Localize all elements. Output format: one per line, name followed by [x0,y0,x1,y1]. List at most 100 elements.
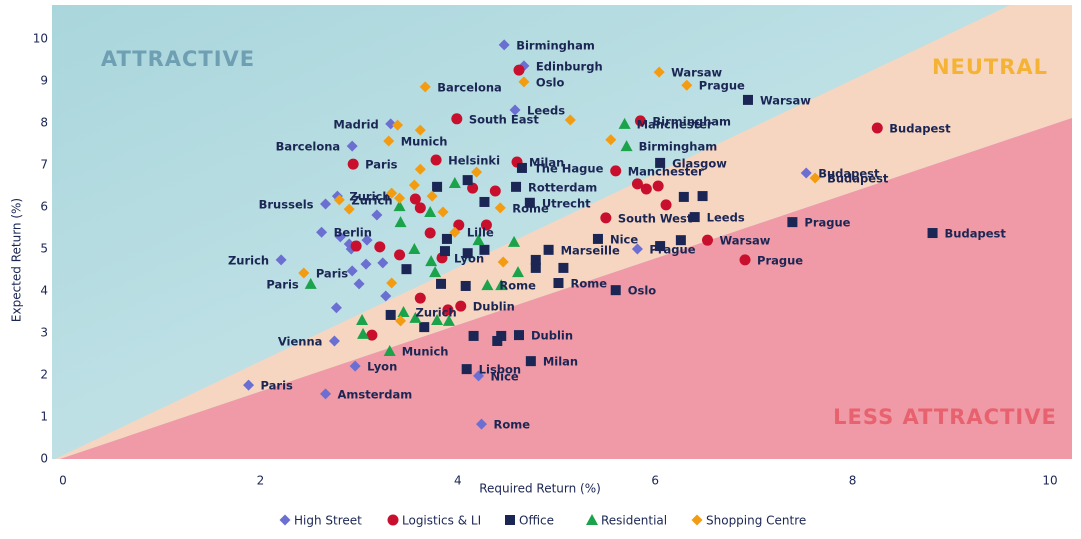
series [304,117,633,357]
point [472,234,485,246]
point [394,249,406,261]
point [383,135,395,147]
point-label: Birmingham [516,38,595,52]
point [424,227,436,239]
point [419,81,431,93]
legend-label: Office [519,514,554,528]
point [468,330,479,341]
point-label: Prague [804,216,850,230]
point [346,265,358,277]
point [439,246,450,257]
zone-label: NEUTRAL [932,55,1048,79]
point-label: Berlin [334,226,372,240]
point [330,302,342,314]
point-label: Milan [529,156,564,170]
point [675,235,686,246]
point-label: Zurich [349,190,390,204]
point [653,66,665,78]
point [377,257,389,269]
y-tick-label: 3 [40,326,48,340]
point [431,313,444,325]
point [809,172,821,184]
point [634,115,646,127]
point [543,244,554,255]
point-label: Lisbon [479,363,521,377]
point [462,248,473,259]
x-tick-label: 10 [1042,474,1057,488]
point [394,192,406,204]
point [475,418,487,430]
point [558,262,569,273]
point [371,209,383,221]
point [374,241,386,253]
point [479,196,490,207]
point [461,364,472,375]
point [243,379,255,391]
point [530,262,541,273]
point [397,306,410,317]
point [553,278,564,289]
series [385,94,938,375]
point-label: Zurich [351,193,392,207]
point [441,233,452,244]
point [357,327,370,339]
point-label: Rome [512,201,549,215]
zone-less-attractive [60,118,1072,459]
point [437,206,449,218]
y-tick-label: 6 [40,200,48,214]
legend-marker [387,514,399,526]
point [610,165,622,177]
point [787,217,798,228]
point-label: Nice [610,232,638,246]
point [425,255,438,267]
point [481,279,494,291]
point [660,199,672,211]
point [349,360,361,372]
point [334,231,346,243]
point [678,191,689,202]
point-label: Birmingham [652,114,731,128]
point-label: Amsterdam [338,387,413,401]
point-label: Milan [543,355,578,369]
point-label: Budapest [889,122,951,136]
point [383,345,396,357]
point [480,219,492,231]
point [353,278,365,290]
x-tick-label: 0 [59,474,67,488]
point [414,163,426,175]
point [871,122,883,134]
point-label: Munich [402,345,449,359]
point-label: Rome [493,418,530,432]
point [927,228,938,239]
point-label: Oslo [628,284,657,298]
point [414,202,426,214]
point-label: Budapest [818,166,880,180]
point [442,314,455,326]
point [414,124,426,136]
point-label: Dublin [473,300,515,314]
point-label: Manchester [628,164,704,178]
point [426,190,438,202]
point-label: Warsaw [760,93,811,107]
point-label: Edinburgh [536,59,603,73]
point [681,79,693,91]
point [395,315,407,327]
point [385,118,397,130]
point-label: South West [618,211,693,225]
point [430,154,442,166]
point [350,240,362,252]
point-label: Paris [316,266,348,280]
point [333,194,345,206]
point-label: Nice [491,369,519,383]
point-label: Zurich [228,253,269,267]
point [620,140,633,152]
point [512,266,525,278]
point-label: Birmingham [639,140,718,154]
point [655,157,666,168]
y-tick-label: 5 [40,242,48,256]
point [408,243,421,254]
point-label: Madrid [333,117,378,131]
point [380,290,392,302]
point [479,244,490,255]
point [471,166,483,178]
